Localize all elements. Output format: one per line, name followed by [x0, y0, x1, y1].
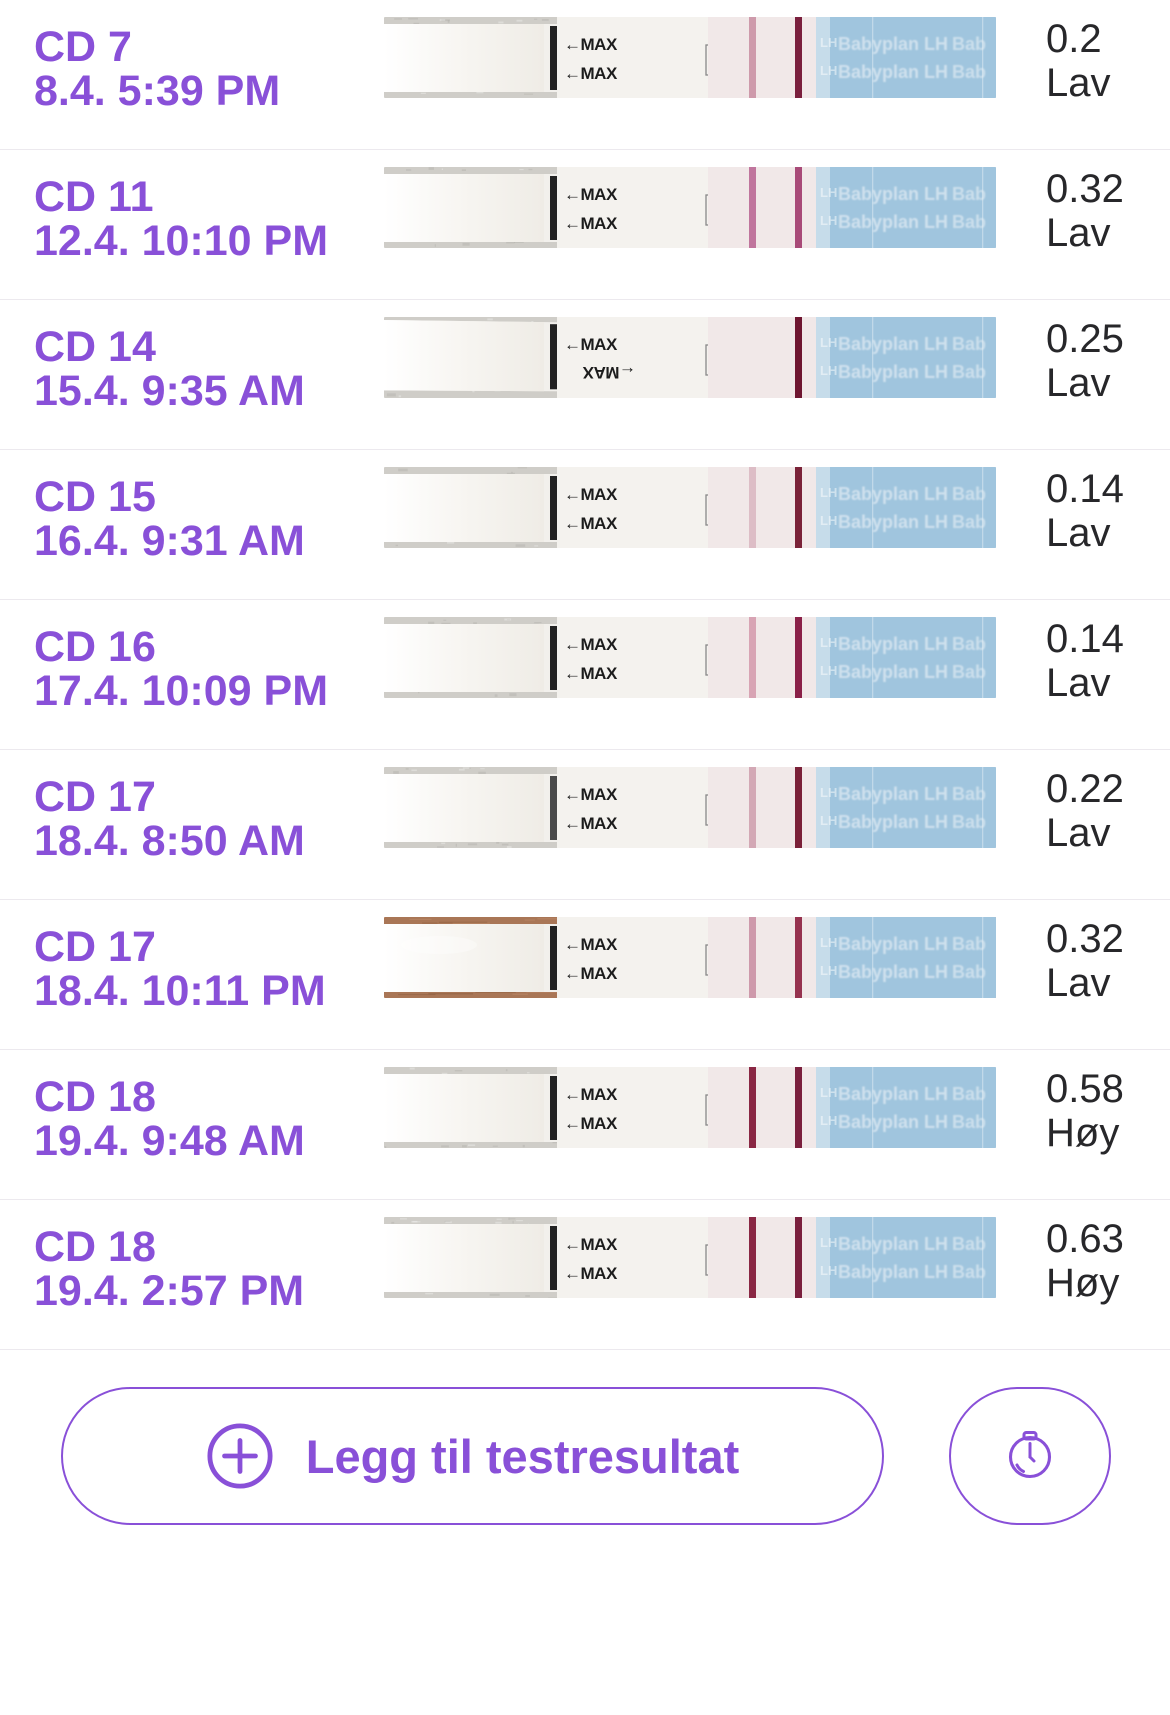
svg-text:Babyplan LH: Babyplan LH [838, 1234, 948, 1254]
svg-text:←MAX: ←MAX [564, 1114, 618, 1133]
svg-text:Bab: Bab [952, 1084, 986, 1104]
svg-text:Babyplan LH: Babyplan LH [838, 1262, 948, 1282]
svg-text:←MAX: ←MAX [564, 185, 618, 204]
svg-text:←MAX: ←MAX [564, 635, 618, 654]
svg-text:LH: LH [820, 63, 837, 78]
svg-text:Babyplan LH: Babyplan LH [838, 962, 948, 982]
svg-text:Babyplan LH: Babyplan LH [838, 934, 948, 954]
svg-text:←MAX: ←MAX [564, 1235, 618, 1254]
svg-text:LH: LH [820, 935, 837, 950]
svg-text:Babyplan LH: Babyplan LH [838, 812, 948, 832]
svg-text:Bab: Bab [952, 34, 986, 54]
svg-text:Bab: Bab [952, 62, 986, 82]
svg-text:LH: LH [820, 785, 837, 800]
svg-text:LH: LH [820, 635, 837, 650]
svg-text:LH: LH [820, 213, 837, 228]
svg-text:Bab: Bab [952, 1112, 986, 1132]
svg-text:←MAX: ←MAX [564, 335, 618, 354]
svg-text:←MAX: ←MAX [564, 664, 618, 683]
svg-text:Bab: Bab [952, 812, 986, 832]
svg-text:LH: LH [820, 663, 837, 678]
svg-text:Babyplan LH: Babyplan LH [838, 634, 948, 654]
svg-text:Babyplan LH: Babyplan LH [838, 784, 948, 804]
svg-text:←MAX: ←MAX [564, 214, 618, 233]
svg-text:Bab: Bab [952, 662, 986, 682]
svg-text:Babyplan LH: Babyplan LH [838, 34, 948, 54]
svg-text:Bab: Bab [952, 334, 986, 354]
svg-text:←MAX: ←MAX [582, 363, 636, 382]
svg-text:Babyplan LH: Babyplan LH [838, 484, 948, 504]
svg-text:LH: LH [820, 963, 837, 978]
svg-text:Bab: Bab [952, 784, 986, 804]
svg-text:LH: LH [820, 1113, 837, 1128]
svg-text:Bab: Bab [952, 934, 986, 954]
svg-text:Bab: Bab [952, 362, 986, 382]
svg-text:Babyplan LH: Babyplan LH [838, 362, 948, 382]
svg-text:Bab: Bab [952, 1262, 986, 1282]
svg-text:←MAX: ←MAX [564, 485, 618, 504]
svg-text:Babyplan LH: Babyplan LH [838, 662, 948, 682]
svg-text:LH: LH [820, 185, 837, 200]
svg-text:LH: LH [820, 813, 837, 828]
svg-text:Bab: Bab [952, 212, 986, 232]
svg-text:←MAX: ←MAX [564, 514, 618, 533]
svg-text:←MAX: ←MAX [564, 64, 618, 83]
svg-text:←MAX: ←MAX [564, 1264, 618, 1283]
svg-text:Bab: Bab [952, 962, 986, 982]
svg-text:LH: LH [820, 335, 837, 350]
svg-text:Babyplan LH: Babyplan LH [838, 1112, 948, 1132]
svg-text:←MAX: ←MAX [564, 785, 618, 804]
svg-text:LH: LH [820, 485, 837, 500]
svg-text:LH: LH [820, 1085, 837, 1100]
svg-text:Babyplan LH: Babyplan LH [838, 512, 948, 532]
svg-text:Babyplan LH: Babyplan LH [838, 212, 948, 232]
svg-text:Bab: Bab [952, 184, 986, 204]
svg-text:LH: LH [820, 1263, 837, 1278]
svg-text:←MAX: ←MAX [564, 35, 618, 54]
svg-text:Bab: Bab [952, 1234, 986, 1254]
svg-text:←MAX: ←MAX [564, 935, 618, 954]
svg-text:LH: LH [820, 1235, 837, 1250]
svg-text:Bab: Bab [952, 634, 986, 654]
svg-text:Babyplan LH: Babyplan LH [838, 62, 948, 82]
svg-text:LH: LH [820, 513, 837, 528]
svg-text:Bab: Bab [952, 484, 986, 504]
svg-text:←MAX: ←MAX [564, 1085, 618, 1104]
svg-text:Babyplan LH: Babyplan LH [838, 184, 948, 204]
svg-text:LH: LH [820, 363, 837, 378]
svg-text:←MAX: ←MAX [564, 964, 618, 983]
svg-text:Babyplan LH: Babyplan LH [838, 334, 948, 354]
svg-text:Bab: Bab [952, 512, 986, 532]
svg-text:LH: LH [820, 35, 837, 50]
svg-text:←MAX: ←MAX [564, 814, 618, 833]
svg-text:Babyplan LH: Babyplan LH [838, 1084, 948, 1104]
